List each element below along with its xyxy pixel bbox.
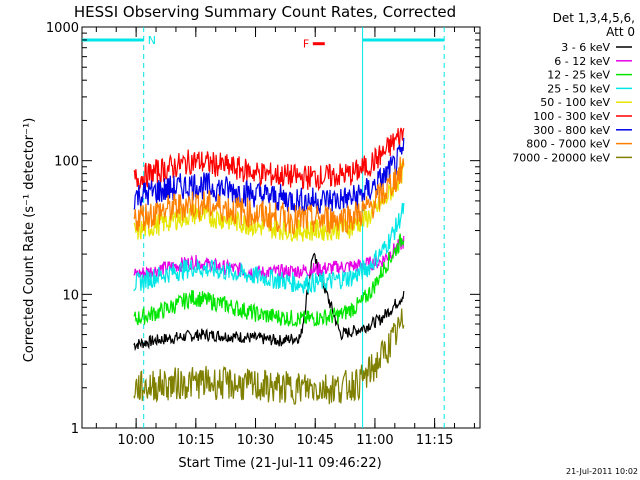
legend-entry-label: 100 - 300 keV (533, 110, 610, 123)
x-axis-label: Start Time (21-Jul-11 09:46:22) (178, 456, 381, 471)
legend-entry-label: 50 - 100 keV (540, 96, 610, 109)
x-tick-label: 10:00 (117, 433, 154, 448)
y-tick-label: 1 (71, 422, 79, 437)
legend-entry-label: 800 - 7000 keV (526, 138, 610, 151)
annotation-label: N (148, 34, 156, 47)
timestamp: 21-Jul-2011 10:02 (566, 467, 638, 476)
x-tick-label: 10:15 (177, 433, 214, 448)
legend-entry-label: 3 - 6 keV (561, 41, 610, 54)
plot-frame (81, 26, 481, 429)
legend-entry-label: 300 - 800 keV (533, 124, 610, 137)
x-tick-label: 10:45 (296, 433, 333, 448)
series-line (133, 137, 405, 214)
y-axis-label: Corrected Count Rate (s⁻¹ detector⁻¹) (22, 118, 37, 363)
axes-layer: 1 10 100 1000 10:00 10:15 10:30 10:45 11:00 11:15 (46, 21, 480, 448)
series-line (133, 308, 405, 406)
legend-entry-label: 7000 - 20000 keV (512, 151, 610, 164)
series-line (133, 235, 405, 282)
series-line (133, 233, 405, 327)
x-tick-label: 10:30 (237, 433, 274, 448)
y-tick-label: 1000 (46, 21, 79, 36)
series-layer (133, 127, 405, 406)
series-line (133, 202, 405, 294)
legend-header-line-1: Det 1,3,4,5,6, (553, 11, 635, 25)
y-tick-label: 10 (62, 288, 79, 303)
annotation-label: F (303, 38, 309, 51)
series-line (133, 127, 405, 192)
series-line (133, 252, 405, 352)
legend-entry-label: 12 - 25 keV (547, 69, 610, 82)
chart-title: HESSI Observing Summary Count Rates, Cor… (74, 3, 456, 21)
y-tick-label: 100 (54, 155, 79, 170)
x-tick-label: 11:00 (356, 433, 393, 448)
plot-area (81, 26, 481, 429)
legend-header-line-2: Att 0 (606, 25, 635, 39)
legend-entry-label: 6 - 12 keV (554, 55, 610, 68)
legend-entry-label: 25 - 50 keV (547, 82, 610, 95)
x-tick-label: 11:15 (416, 433, 453, 448)
series-line (133, 156, 405, 235)
